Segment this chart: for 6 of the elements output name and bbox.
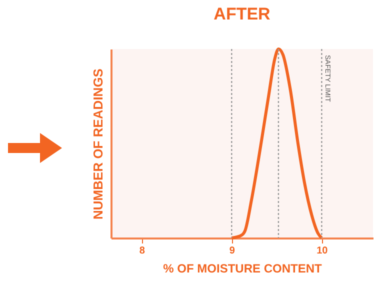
- x-tick-label: 10: [316, 246, 328, 256]
- x-tick-label: 9: [229, 246, 236, 256]
- x-axis-title: % OF MOISTURE CONTENT: [163, 262, 322, 276]
- x-tick-label: 8: [139, 246, 146, 256]
- y-axis-title: NUMBER OF READINGS: [90, 68, 106, 220]
- chart-title: AFTER: [214, 4, 270, 24]
